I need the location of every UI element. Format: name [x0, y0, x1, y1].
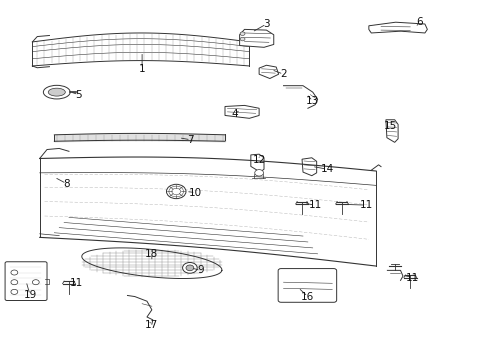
Circle shape: [240, 37, 244, 41]
Ellipse shape: [43, 85, 70, 99]
Circle shape: [11, 270, 18, 275]
Text: 7: 7: [187, 135, 194, 145]
Polygon shape: [259, 65, 278, 78]
Polygon shape: [81, 248, 222, 279]
Text: 17: 17: [145, 320, 158, 330]
Text: 13: 13: [305, 96, 319, 106]
Text: 9: 9: [197, 265, 203, 275]
Text: 14: 14: [320, 164, 333, 174]
Circle shape: [11, 280, 18, 285]
Circle shape: [32, 280, 39, 285]
Text: 18: 18: [145, 248, 158, 258]
Circle shape: [254, 170, 263, 176]
Text: 16: 16: [301, 292, 314, 302]
Polygon shape: [224, 105, 259, 118]
Text: 5: 5: [75, 90, 82, 100]
Polygon shape: [385, 120, 397, 142]
Text: 3: 3: [263, 19, 269, 29]
Text: 8: 8: [63, 179, 70, 189]
Text: 15: 15: [384, 121, 397, 131]
Text: 6: 6: [416, 17, 423, 27]
Text: 1: 1: [139, 64, 145, 74]
Text: 2: 2: [280, 69, 286, 79]
Polygon shape: [239, 30, 273, 47]
FancyBboxPatch shape: [278, 269, 336, 302]
Text: 11: 11: [69, 278, 83, 288]
Circle shape: [185, 265, 193, 271]
Text: 11: 11: [308, 200, 321, 210]
Circle shape: [182, 262, 197, 273]
Text: 4: 4: [231, 109, 238, 119]
Polygon shape: [368, 22, 427, 33]
Polygon shape: [302, 158, 316, 176]
Circle shape: [166, 184, 185, 199]
Ellipse shape: [48, 88, 65, 96]
Circle shape: [240, 32, 244, 36]
Text: 12: 12: [252, 155, 265, 165]
Polygon shape: [250, 154, 264, 173]
FancyBboxPatch shape: [5, 262, 47, 301]
Text: 19: 19: [23, 290, 37, 300]
Circle shape: [11, 289, 18, 294]
Text: 10: 10: [189, 188, 202, 198]
Text: 11: 11: [359, 200, 372, 210]
Text: 11: 11: [405, 273, 419, 283]
